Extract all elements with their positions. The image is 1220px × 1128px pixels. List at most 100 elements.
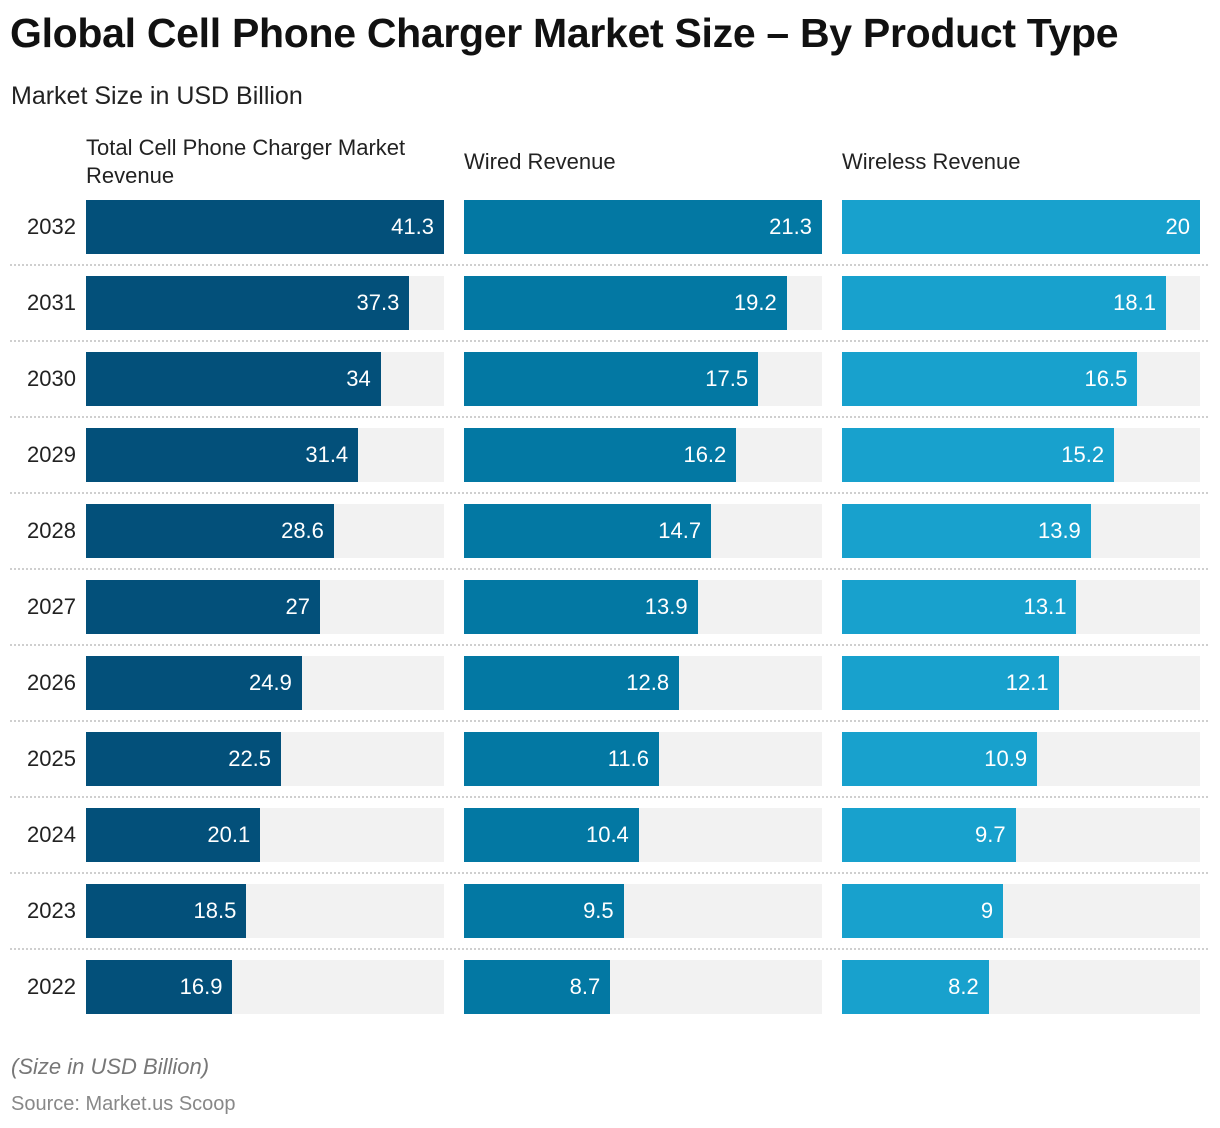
bar-track: 9 — [842, 884, 1200, 938]
bar: 9.7 — [842, 808, 1016, 862]
bar-track: 8.7 — [464, 960, 822, 1014]
data-label: 24.9 — [249, 670, 292, 695]
data-label: 10.4 — [585, 822, 629, 847]
data-label: 41.3 — [391, 214, 434, 239]
bar-track: 13.9 — [842, 504, 1200, 558]
category-label: 2027 — [27, 594, 76, 619]
bar: 27 — [86, 580, 321, 634]
row-separator — [10, 644, 1208, 646]
data-label: 19.2 — [733, 290, 777, 315]
data-label: 9.5 — [583, 898, 614, 923]
bar-track: 27 — [86, 580, 444, 634]
bar: 34 — [86, 352, 381, 406]
bar: 8.7 — [464, 960, 611, 1014]
bar-track: 22.5 — [86, 732, 444, 786]
bar-track: 10.4 — [464, 808, 822, 862]
data-label: 14.7 — [658, 518, 702, 543]
row-separator — [10, 340, 1208, 342]
bar: 18.5 — [86, 884, 247, 938]
bar-track: 12.8 — [464, 656, 822, 710]
column-header: Wireless Revenue — [842, 149, 1021, 174]
bar: 9.5 — [464, 884, 624, 938]
bar: 13.1 — [842, 580, 1077, 634]
data-label: 21.3 — [769, 214, 812, 239]
bar: 24.9 — [86, 656, 302, 710]
bar-track: 8.2 — [842, 960, 1200, 1014]
row-separator — [10, 872, 1208, 874]
data-label: 13.1 — [1023, 594, 1067, 619]
category-label: 2032 — [27, 214, 76, 239]
bar: 16.9 — [86, 960, 233, 1014]
bar-track: 9.5 — [464, 884, 822, 938]
bar: 10.4 — [464, 808, 639, 862]
category-label: 2026 — [27, 670, 76, 695]
bar-track: 41.3 — [86, 200, 444, 254]
data-label: 16.5 — [1084, 366, 1128, 391]
bar: 14.7 — [464, 504, 712, 558]
chart-title: Global Cell Phone Charger Market Size – … — [10, 10, 1119, 56]
column-header: Total Cell Phone Charger Market Revenue — [86, 135, 406, 188]
category-label: 2029 — [27, 442, 76, 467]
bar-track: 16.2 — [464, 428, 822, 482]
data-label: 28.6 — [281, 518, 324, 543]
column-header: Wired Revenue — [464, 149, 616, 174]
bar-track: 15.2 — [842, 428, 1200, 482]
data-label: 18.1 — [1113, 290, 1156, 315]
row-separator — [10, 948, 1208, 950]
bar: 9 — [842, 884, 1004, 938]
data-label: 34 — [346, 366, 371, 391]
category-label: 2022 — [27, 974, 76, 999]
bar: 22.5 — [86, 732, 282, 786]
data-label: 27 — [285, 594, 311, 619]
bar-track: 20.1 — [86, 808, 444, 862]
bar: 15.2 — [842, 428, 1115, 482]
bar: 19.2 — [464, 276, 787, 330]
row-separator — [10, 796, 1208, 798]
bar-track: 10.9 — [842, 732, 1200, 786]
units-note: (Size in USD Billion) — [11, 1054, 210, 1079]
data-label: 13.9 — [1037, 518, 1081, 543]
bar-track: 13.1 — [842, 580, 1200, 634]
bar: 18.1 — [842, 276, 1166, 330]
bar-track: 20 — [842, 200, 1200, 254]
bar-track: 12.1 — [842, 656, 1200, 710]
data-label: 8.2 — [948, 974, 979, 999]
bar: 10.9 — [842, 732, 1038, 786]
bar-track: 37.3 — [86, 276, 444, 330]
row-separator — [10, 416, 1208, 418]
bar-track: 14.7 — [464, 504, 822, 558]
data-label: 12.8 — [626, 670, 670, 695]
bar: 37.3 — [86, 276, 410, 330]
bar-track: 19.2 — [464, 276, 822, 330]
bar: 12.8 — [464, 656, 680, 710]
data-label: 12.1 — [1005, 670, 1049, 695]
bar: 12.1 — [842, 656, 1059, 710]
data-label: 9.7 — [975, 822, 1006, 847]
category-label: 2025 — [27, 746, 76, 771]
bar-track: 21.3 — [464, 200, 822, 254]
data-label: 11.6 — [607, 746, 649, 771]
row-separator — [10, 568, 1208, 570]
bar: 21.3 — [464, 200, 822, 254]
bar: 13.9 — [464, 580, 698, 634]
bar-track: 18.1 — [842, 276, 1200, 330]
data-label: 37.3 — [356, 290, 400, 315]
bar: 20 — [842, 200, 1200, 254]
bar: 16.5 — [842, 352, 1138, 406]
bar-track: 17.5 — [464, 352, 822, 406]
bar: 20.1 — [86, 808, 261, 862]
category-label: 2023 — [27, 898, 76, 923]
data-label: 22.5 — [228, 746, 272, 771]
data-label: 20.1 — [207, 822, 251, 847]
bar-track: 24.9 — [86, 656, 444, 710]
data-label: 10.9 — [984, 746, 1028, 771]
bar: 17.5 — [464, 352, 759, 406]
data-label: 16.9 — [179, 974, 223, 999]
bar-track: 28.6 — [86, 504, 444, 558]
bar-track: 9.7 — [842, 808, 1200, 862]
data-label: 9 — [980, 898, 994, 923]
bar-track: 18.5 — [86, 884, 444, 938]
bar: 8.2 — [842, 960, 989, 1014]
bar-track: 13.9 — [464, 580, 822, 634]
row-separator — [10, 492, 1208, 494]
